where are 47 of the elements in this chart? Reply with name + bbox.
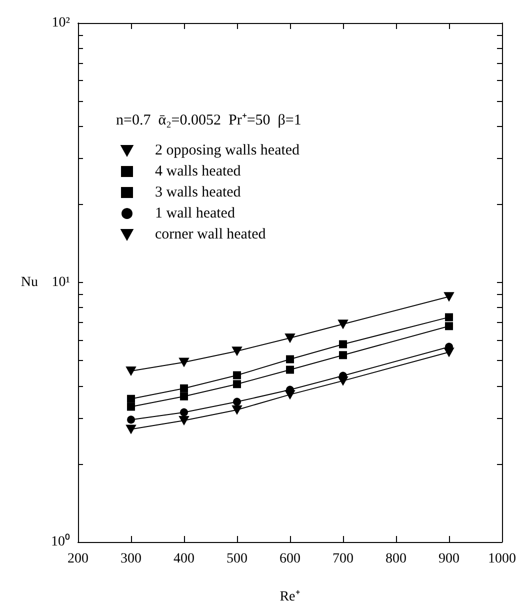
- point: [233, 371, 241, 380]
- point: [444, 348, 454, 357]
- point: [233, 380, 241, 388]
- point: [286, 366, 294, 374]
- point: [233, 398, 241, 406]
- x-tick-label: 800: [386, 552, 406, 566]
- point: [179, 358, 189, 367]
- y-axis-title: Nu: [20, 275, 38, 290]
- x-axis-title: Re⁺: [280, 590, 300, 604]
- x-tick-label: 700: [332, 552, 354, 566]
- y-tick-label: 10²: [52, 16, 70, 30]
- point: [232, 405, 242, 414]
- point: [180, 408, 188, 416]
- point: [232, 346, 242, 356]
- legend-label: 1 wall heated: [155, 206, 236, 222]
- point: [126, 366, 136, 376]
- annotation: n=0.7 ᾱ₂=0.0052 Pr⁺=50 β=1: [116, 112, 302, 128]
- point: [285, 334, 295, 343]
- point: [286, 355, 294, 364]
- x-tick-label: 400: [174, 552, 194, 566]
- point: [180, 384, 188, 392]
- point: [444, 292, 454, 302]
- point: [338, 320, 348, 329]
- legend-label: 2 opposing walls heated: [155, 142, 300, 158]
- point: [127, 402, 135, 411]
- point: [126, 424, 136, 434]
- point: [285, 390, 295, 400]
- x-tick-label: 900: [438, 552, 460, 566]
- point: [179, 416, 189, 425]
- x-tick-label: 200: [68, 552, 88, 566]
- point: [127, 416, 135, 424]
- legend-label: corner wall heated: [155, 226, 266, 242]
- x-tick-label: 600: [280, 552, 300, 566]
- legend-label: 3 walls heated: [155, 184, 242, 200]
- x-tick-label: 300: [120, 552, 142, 566]
- legend-label: 4 walls heated: [155, 164, 242, 180]
- x-tick-label: 500: [226, 552, 248, 566]
- point: [180, 392, 188, 400]
- y-tick-label: 10¹: [52, 275, 70, 290]
- point: [339, 340, 347, 348]
- point: [339, 351, 347, 360]
- x-tick-label: 1000: [488, 552, 516, 566]
- point: [445, 322, 453, 330]
- point: [338, 376, 348, 386]
- y-tick-label: 10⁰: [51, 534, 70, 550]
- point: [127, 394, 135, 403]
- point: [445, 313, 453, 322]
